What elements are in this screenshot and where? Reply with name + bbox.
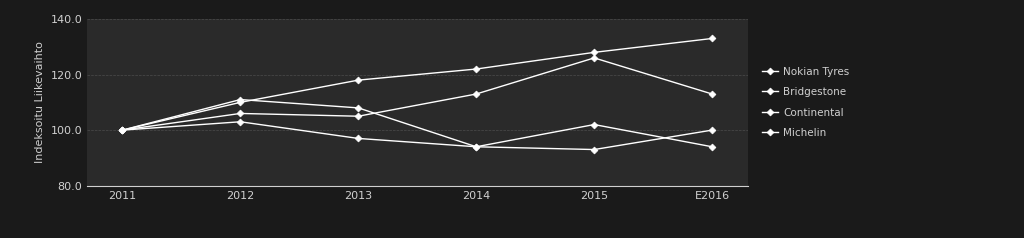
Continental <box>234 120 247 123</box>
Bridgestone <box>234 112 247 115</box>
Continental <box>706 129 718 132</box>
Michelin <box>352 106 365 109</box>
Continental <box>470 145 482 148</box>
Nokian Tyres <box>470 68 482 70</box>
Michelin <box>706 145 718 148</box>
Bridgestone <box>470 93 482 95</box>
Michelin <box>117 129 129 132</box>
Nokian Tyres <box>234 101 247 104</box>
Line: Michelin: Michelin <box>120 97 715 149</box>
Bridgestone <box>352 115 365 118</box>
Continental <box>352 137 365 140</box>
Line: Bridgestone: Bridgestone <box>120 55 715 133</box>
Michelin <box>470 145 482 148</box>
Bridgestone <box>117 129 129 132</box>
Nokian Tyres <box>117 129 129 132</box>
Michelin <box>234 98 247 101</box>
Continental <box>588 148 600 151</box>
Bridgestone <box>588 56 600 59</box>
Y-axis label: Indeksoitu Liikevaihto: Indeksoitu Liikevaihto <box>35 41 45 163</box>
Line: Nokian Tyres: Nokian Tyres <box>120 36 715 133</box>
Legend: Nokian Tyres, Bridgestone, Continental, Michelin: Nokian Tyres, Bridgestone, Continental, … <box>760 64 853 141</box>
Continental <box>117 129 129 132</box>
Nokian Tyres <box>352 79 365 82</box>
Nokian Tyres <box>706 37 718 40</box>
Nokian Tyres <box>588 51 600 54</box>
Line: Continental: Continental <box>120 119 715 152</box>
Michelin <box>588 123 600 126</box>
Bridgestone <box>706 93 718 95</box>
